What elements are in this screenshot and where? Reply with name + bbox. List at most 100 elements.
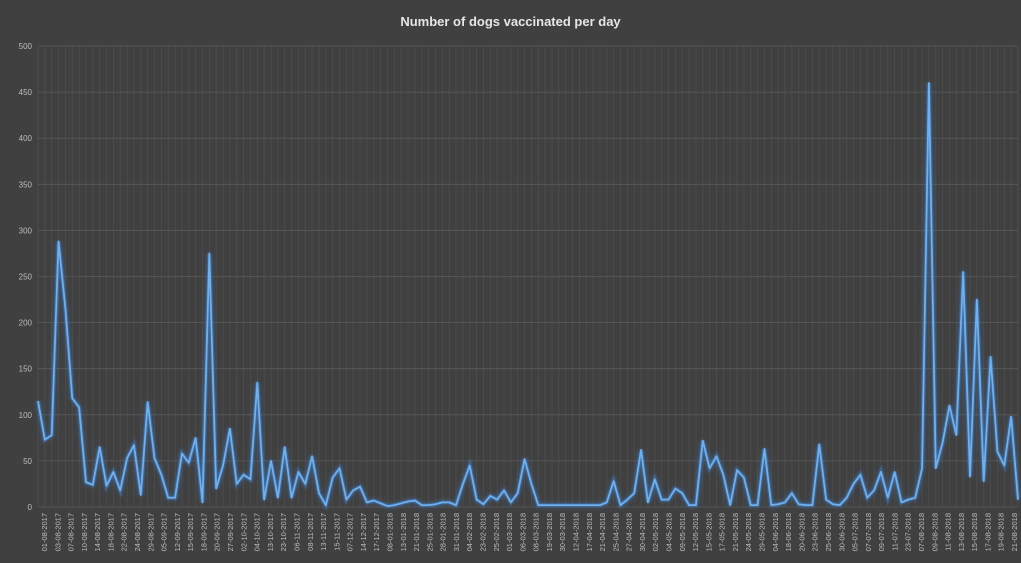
data-point — [674, 487, 676, 489]
y-tick-label: 450 — [19, 88, 33, 97]
x-tick-label: 15-11-2017 — [332, 513, 341, 551]
data-point — [290, 497, 292, 499]
series-line — [37, 81, 1019, 507]
data-point — [770, 504, 772, 506]
data-point — [421, 504, 423, 506]
data-point — [517, 492, 519, 494]
data-point — [1010, 415, 1012, 417]
x-tick-label: 27-04-2018 — [625, 513, 634, 551]
x-axis: 01-08-2017 03-08-2017 07-08-2017 10-08-2017… — [40, 513, 1019, 551]
data-point — [92, 484, 94, 486]
x-tick-label: 15-08-2018 — [970, 513, 979, 551]
data-point — [914, 497, 916, 499]
data-point — [599, 504, 601, 506]
x-tick-label: 23-10-2017 — [279, 513, 288, 551]
data-point — [928, 82, 930, 84]
x-tick-label: 18-09-2017 — [199, 513, 208, 551]
data-point — [496, 498, 498, 500]
y-tick-label: 500 — [19, 42, 33, 51]
data-point — [921, 467, 923, 469]
x-tick-label: 14-08-2017 — [93, 513, 102, 551]
data-point — [112, 471, 114, 473]
x-tick-label: 21-01-2018 — [412, 513, 421, 551]
data-point — [64, 308, 66, 310]
data-point — [736, 469, 738, 471]
x-tick-label: 18-08-2017 — [106, 513, 115, 551]
x-tick-label: 17-05-2018 — [718, 513, 727, 551]
data-point — [606, 501, 608, 503]
x-tick-label: 18-06-2018 — [784, 513, 793, 551]
data-point — [427, 504, 429, 506]
data-point — [845, 497, 847, 499]
data-point — [695, 504, 697, 506]
x-tick-label: 30-03-2018 — [558, 513, 567, 551]
data-point — [818, 443, 820, 445]
x-tick-label: 04-10-2017 — [253, 513, 262, 551]
data-point — [373, 499, 375, 501]
data-point — [249, 478, 251, 480]
x-tick-label: 20-06-2018 — [797, 513, 806, 551]
data-point — [256, 381, 258, 383]
data-point — [311, 455, 313, 457]
data-point — [222, 464, 224, 466]
data-point — [688, 504, 690, 506]
x-tick-label: 19-08-2018 — [997, 513, 1006, 551]
data-point — [338, 467, 340, 469]
x-tick-label: 23-06-2018 — [811, 513, 820, 551]
x-tick-label: 21-04-2018 — [598, 513, 607, 551]
data-point — [414, 499, 416, 501]
x-tick-label: 25-04-2018 — [611, 513, 620, 551]
x-tick-label: 01-08-2017 — [40, 513, 49, 551]
y-tick-label: 400 — [19, 134, 33, 143]
data-point — [215, 487, 217, 489]
x-tick-label: 30-04-2018 — [638, 513, 647, 551]
data-point — [592, 504, 594, 506]
data-point — [558, 504, 560, 506]
x-tick-label: 10-08-2017 — [80, 513, 89, 551]
data-point — [297, 471, 299, 473]
data-point — [462, 483, 464, 485]
x-tick-label: 07-07-2018 — [864, 513, 873, 551]
data-point — [57, 240, 59, 242]
data-point — [887, 497, 889, 499]
data-point — [667, 498, 669, 500]
x-tick-label: 02-10-2017 — [239, 513, 248, 551]
data-point — [133, 444, 135, 446]
x-tick-label: 29-05-2018 — [758, 513, 767, 551]
data-point — [873, 489, 875, 491]
data-point — [571, 504, 573, 506]
x-tick-label: 15-09-2017 — [186, 513, 195, 551]
data-point — [578, 504, 580, 506]
data-point — [811, 504, 813, 506]
data-point — [263, 498, 265, 500]
data-point — [935, 467, 937, 469]
x-tick-label: 09-05-2018 — [678, 513, 687, 551]
data-point — [98, 446, 100, 448]
data-point — [544, 504, 546, 506]
x-tick-label: 29-08-2017 — [146, 513, 155, 551]
data-point — [434, 503, 436, 505]
data-point — [359, 486, 361, 488]
data-point — [85, 481, 87, 483]
x-tick-label: 04-05-2018 — [665, 513, 674, 551]
data-point — [955, 434, 957, 436]
x-tick-label: 05-07-2018 — [851, 513, 860, 551]
x-tick-label: 14-12-2017 — [359, 513, 368, 551]
data-point — [37, 400, 39, 402]
data-point — [750, 504, 752, 506]
x-tick-label: 08-11-2017 — [306, 513, 315, 551]
data-point — [722, 474, 724, 476]
data-point — [900, 501, 902, 503]
x-tick-label: 17-12-2017 — [372, 513, 381, 551]
data-point — [270, 460, 272, 462]
data-point — [633, 492, 635, 494]
data-point — [284, 446, 286, 448]
data-point — [119, 489, 121, 491]
x-tick-label: 06-03-2018 — [518, 513, 527, 551]
x-tick-label: 07-12-2017 — [346, 513, 355, 551]
data-point — [503, 489, 505, 491]
y-tick-label: 300 — [19, 226, 33, 235]
y-axis: 0 50 100 150 200 250 300 350 400 450 500 — [19, 42, 33, 512]
data-point — [277, 497, 279, 499]
data-point — [208, 252, 210, 254]
